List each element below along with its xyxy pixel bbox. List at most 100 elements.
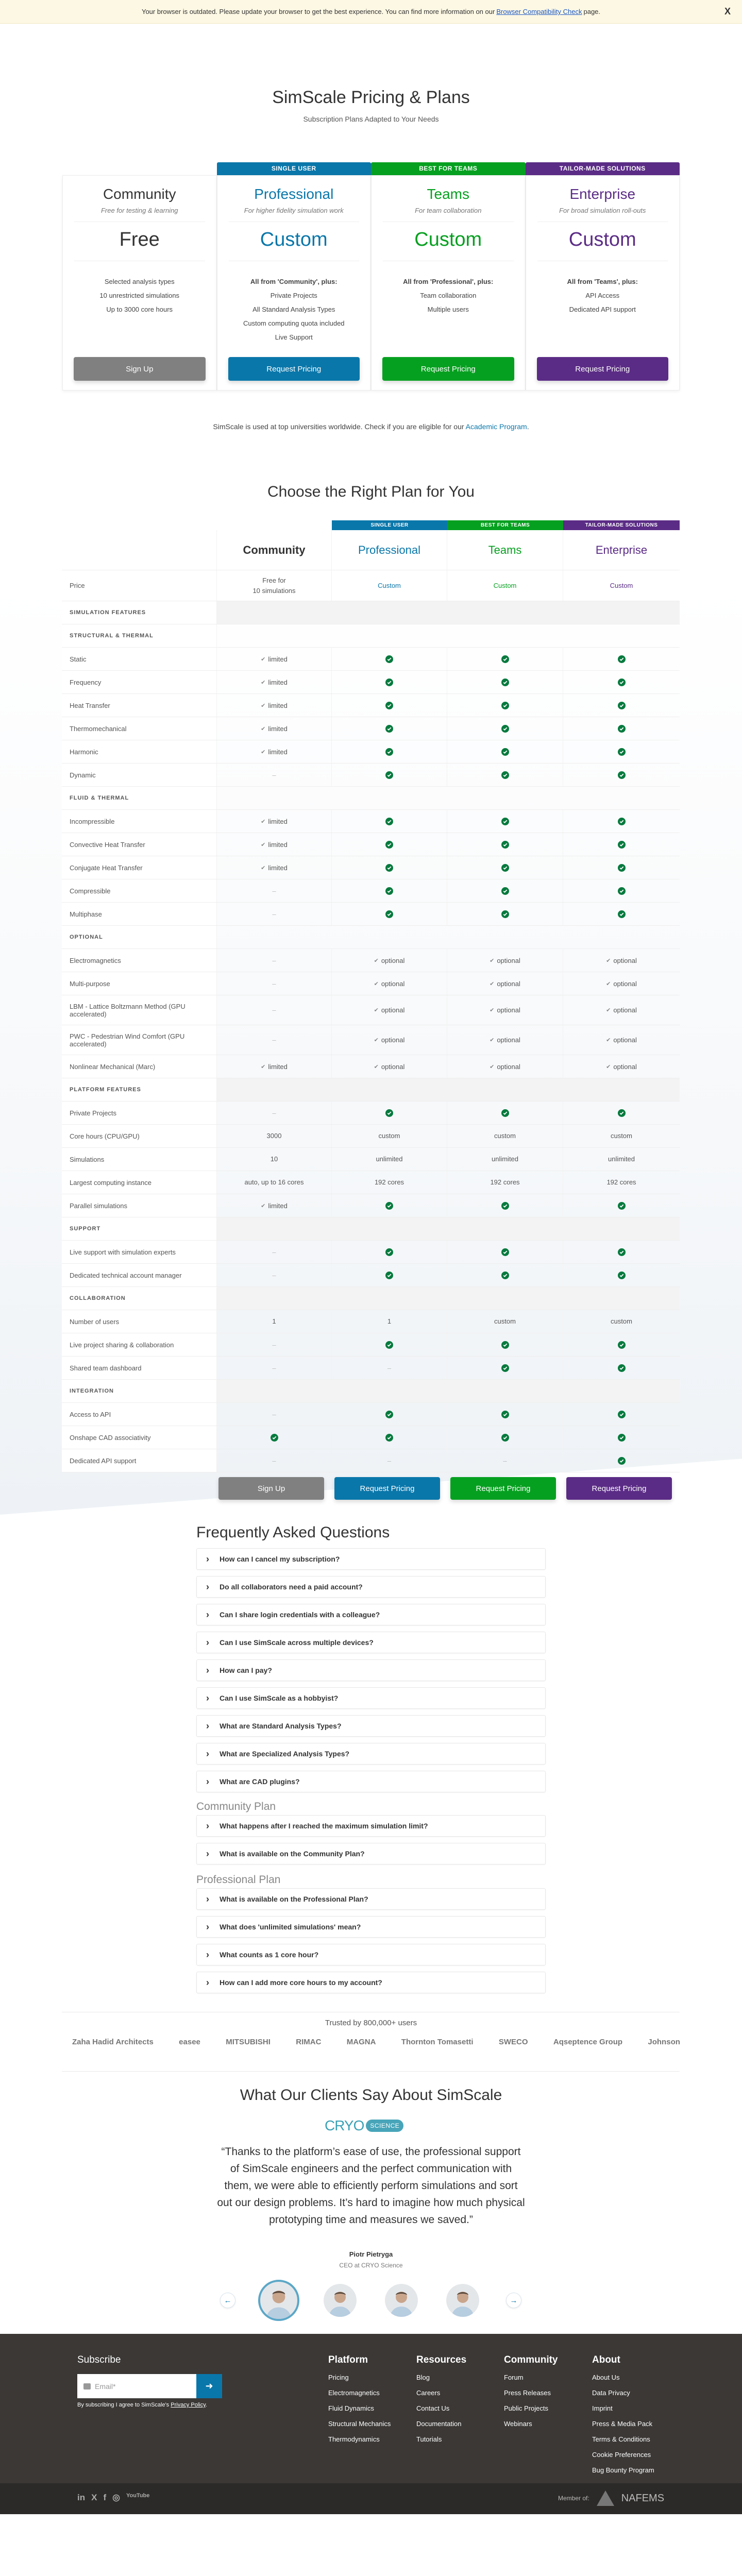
request-pricing-button-enterprise[interactable]: Request Pricing xyxy=(536,357,668,381)
sign-up-button[interactable]: Sign Up xyxy=(218,1477,324,1500)
request-pricing-button-professional[interactable]: Request Pricing xyxy=(228,357,360,381)
check-circle-icon xyxy=(617,1341,626,1349)
footer-link[interactable]: Data Privacy xyxy=(592,2389,630,2397)
faq-item[interactable]: › What is available on the Community Plan… xyxy=(196,1843,546,1865)
footer-link[interactable]: Blog xyxy=(416,2374,430,2381)
faq-item[interactable]: › Can I share login credentials with a co… xyxy=(196,1604,546,1625)
avatar[interactable] xyxy=(324,2284,357,2317)
plan-feature: Multiple users xyxy=(427,306,469,313)
footer-link[interactable]: Structural Mechanics xyxy=(328,2420,391,2428)
faq-item[interactable]: › How can I cancel my subscription? xyxy=(196,1548,546,1570)
table-cell: ✔ optional xyxy=(447,1055,563,1078)
request-pricing-button-teams[interactable]: Request Pricing xyxy=(450,1477,556,1500)
footer-link[interactable]: Cookie Preferences xyxy=(592,2451,651,2459)
youtube-icon[interactable]: YouTube xyxy=(126,2493,150,2499)
table-cell: ✔ limited xyxy=(217,856,332,879)
faq-item[interactable]: › What is available on the Professional P… xyxy=(196,1888,546,1910)
request-pricing-button-enterprise[interactable]: Request Pricing xyxy=(566,1477,672,1500)
table-cell xyxy=(563,671,680,693)
instagram-icon[interactable]: ◎ xyxy=(112,2493,120,2502)
footer-link[interactable]: Fluid Dynamics xyxy=(328,2404,374,2412)
table-subsection-row: FLUID & THERMAL xyxy=(62,787,680,810)
table-cell xyxy=(332,1241,447,1263)
table-row: Incompressible ✔ limited xyxy=(62,810,680,833)
faq-item[interactable]: › What counts as 1 core hour? xyxy=(196,1944,546,1965)
cell-value: Custom xyxy=(610,581,633,589)
check-circle-icon xyxy=(501,1341,509,1349)
close-banner-button[interactable]: X xyxy=(724,6,731,16)
avatar[interactable] xyxy=(446,2284,479,2317)
faq-item[interactable]: › Can I use SimScale across multiple devi… xyxy=(196,1632,546,1653)
faq-item[interactable]: › Can I use SimScale as a hobbyist? xyxy=(196,1687,546,1709)
table-cell: ✔ optional xyxy=(563,1055,680,1078)
table-cell: ✔ optional xyxy=(332,1025,447,1055)
row-label: SUPPORT xyxy=(62,1217,217,1240)
footer-link[interactable]: Thermodynamics xyxy=(328,2435,380,2443)
subscribe-submit-button[interactable]: ➜ xyxy=(196,2374,222,2398)
footer-link[interactable]: Careers xyxy=(416,2389,441,2397)
academic-program-link[interactable]: Academic Program xyxy=(465,422,527,431)
footer-link[interactable]: Forum xyxy=(504,2374,524,2381)
footer-link[interactable]: Webinars xyxy=(504,2420,532,2428)
next-testimonial-button[interactable]: → xyxy=(506,2293,521,2308)
browser-compatibility-link[interactable]: Browser Compatibility Check xyxy=(496,8,582,15)
request-pricing-button-professional[interactable]: Request Pricing xyxy=(334,1477,440,1500)
linkedin-icon[interactable]: in xyxy=(77,2493,86,2502)
footer-link[interactable]: Electromagnetics xyxy=(328,2389,380,2397)
footer-link[interactable]: Public Projects xyxy=(504,2404,548,2412)
sign-up-button[interactable]: Sign Up xyxy=(74,357,206,381)
chevron-right-icon: › xyxy=(206,1720,209,1731)
faq-community-list: › What happens after I reached the maximu… xyxy=(196,1815,546,1871)
privacy-policy-link[interactable]: Privacy Policy xyxy=(171,2402,206,2408)
x-icon[interactable]: X xyxy=(91,2493,97,2502)
request-pricing-button-teams[interactable]: Request Pricing xyxy=(382,357,514,381)
table-cell xyxy=(447,671,563,693)
faq-item[interactable]: › How can I pay? xyxy=(196,1659,546,1681)
table-cell xyxy=(332,717,447,740)
table-cell: – xyxy=(217,995,332,1025)
cell-value: limited xyxy=(268,655,288,663)
check-circle-icon xyxy=(385,887,393,895)
footer-link[interactable]: Bug Bounty Program xyxy=(592,2466,654,2474)
faq-item[interactable]: › What are CAD plugins? xyxy=(196,1771,546,1792)
plan-card-body: Enterprise For broad simulation roll-outs… xyxy=(525,175,680,391)
table-cell xyxy=(447,648,563,670)
row-label: Thermomechanical xyxy=(62,717,217,740)
footer-link[interactable]: Documentation xyxy=(416,2420,462,2428)
cell-value: 10 xyxy=(270,1155,278,1163)
check-circle-icon xyxy=(501,910,509,918)
footer-link[interactable]: Press & Media Pack xyxy=(592,2420,653,2428)
faq-item[interactable]: › What does 'unlimited simulations' mean? xyxy=(196,1916,546,1938)
faq-item[interactable]: › How can I add more core hours to my acc… xyxy=(196,1972,546,1993)
table-cell: ✔ limited xyxy=(217,740,332,763)
faq-item[interactable]: › What are Standard Analysis Types? xyxy=(196,1715,546,1737)
footer-link[interactable]: About Us xyxy=(592,2374,620,2381)
table-cell xyxy=(332,856,447,879)
prev-testimonial-button[interactable]: ← xyxy=(220,2293,235,2308)
facebook-icon[interactable]: f xyxy=(103,2493,107,2502)
table-cell: – xyxy=(217,949,332,972)
avatar[interactable] xyxy=(385,2284,418,2317)
row-label: Convective Heat Transfer xyxy=(62,833,217,856)
footer-link[interactable]: Terms & Conditions xyxy=(592,2435,650,2443)
comparison-buttons: Sign Up Request Pricing Request Pricing Req… xyxy=(218,1477,672,1500)
avatar[interactable] xyxy=(258,2280,299,2321)
check-circle-icon xyxy=(501,655,509,663)
table-cell xyxy=(447,1403,563,1426)
footer-link[interactable]: Tutorials xyxy=(416,2435,442,2443)
footer-link[interactable]: Contact Us xyxy=(416,2404,450,2412)
footer-link[interactable]: Imprint xyxy=(592,2404,613,2412)
check-circle-icon xyxy=(385,724,393,733)
cell-value: 192 cores xyxy=(374,1178,404,1186)
email-field[interactable]: Email* xyxy=(77,2374,196,2398)
footer-link[interactable]: Press Releases xyxy=(504,2389,551,2397)
chevron-right-icon: › xyxy=(206,1665,209,1675)
footer-link[interactable]: Pricing xyxy=(328,2374,349,2381)
check-circle-icon xyxy=(501,1433,509,1442)
faq-item[interactable]: › Do all collaborators need a paid accoun… xyxy=(196,1576,546,1598)
faq-item[interactable]: › What happens after I reached the maximu… xyxy=(196,1815,546,1837)
row-label: Conjugate Heat Transfer xyxy=(62,856,217,879)
cell-value: optional xyxy=(381,1006,405,1014)
faq-item[interactable]: › What are Specialized Analysis Types? xyxy=(196,1743,546,1765)
